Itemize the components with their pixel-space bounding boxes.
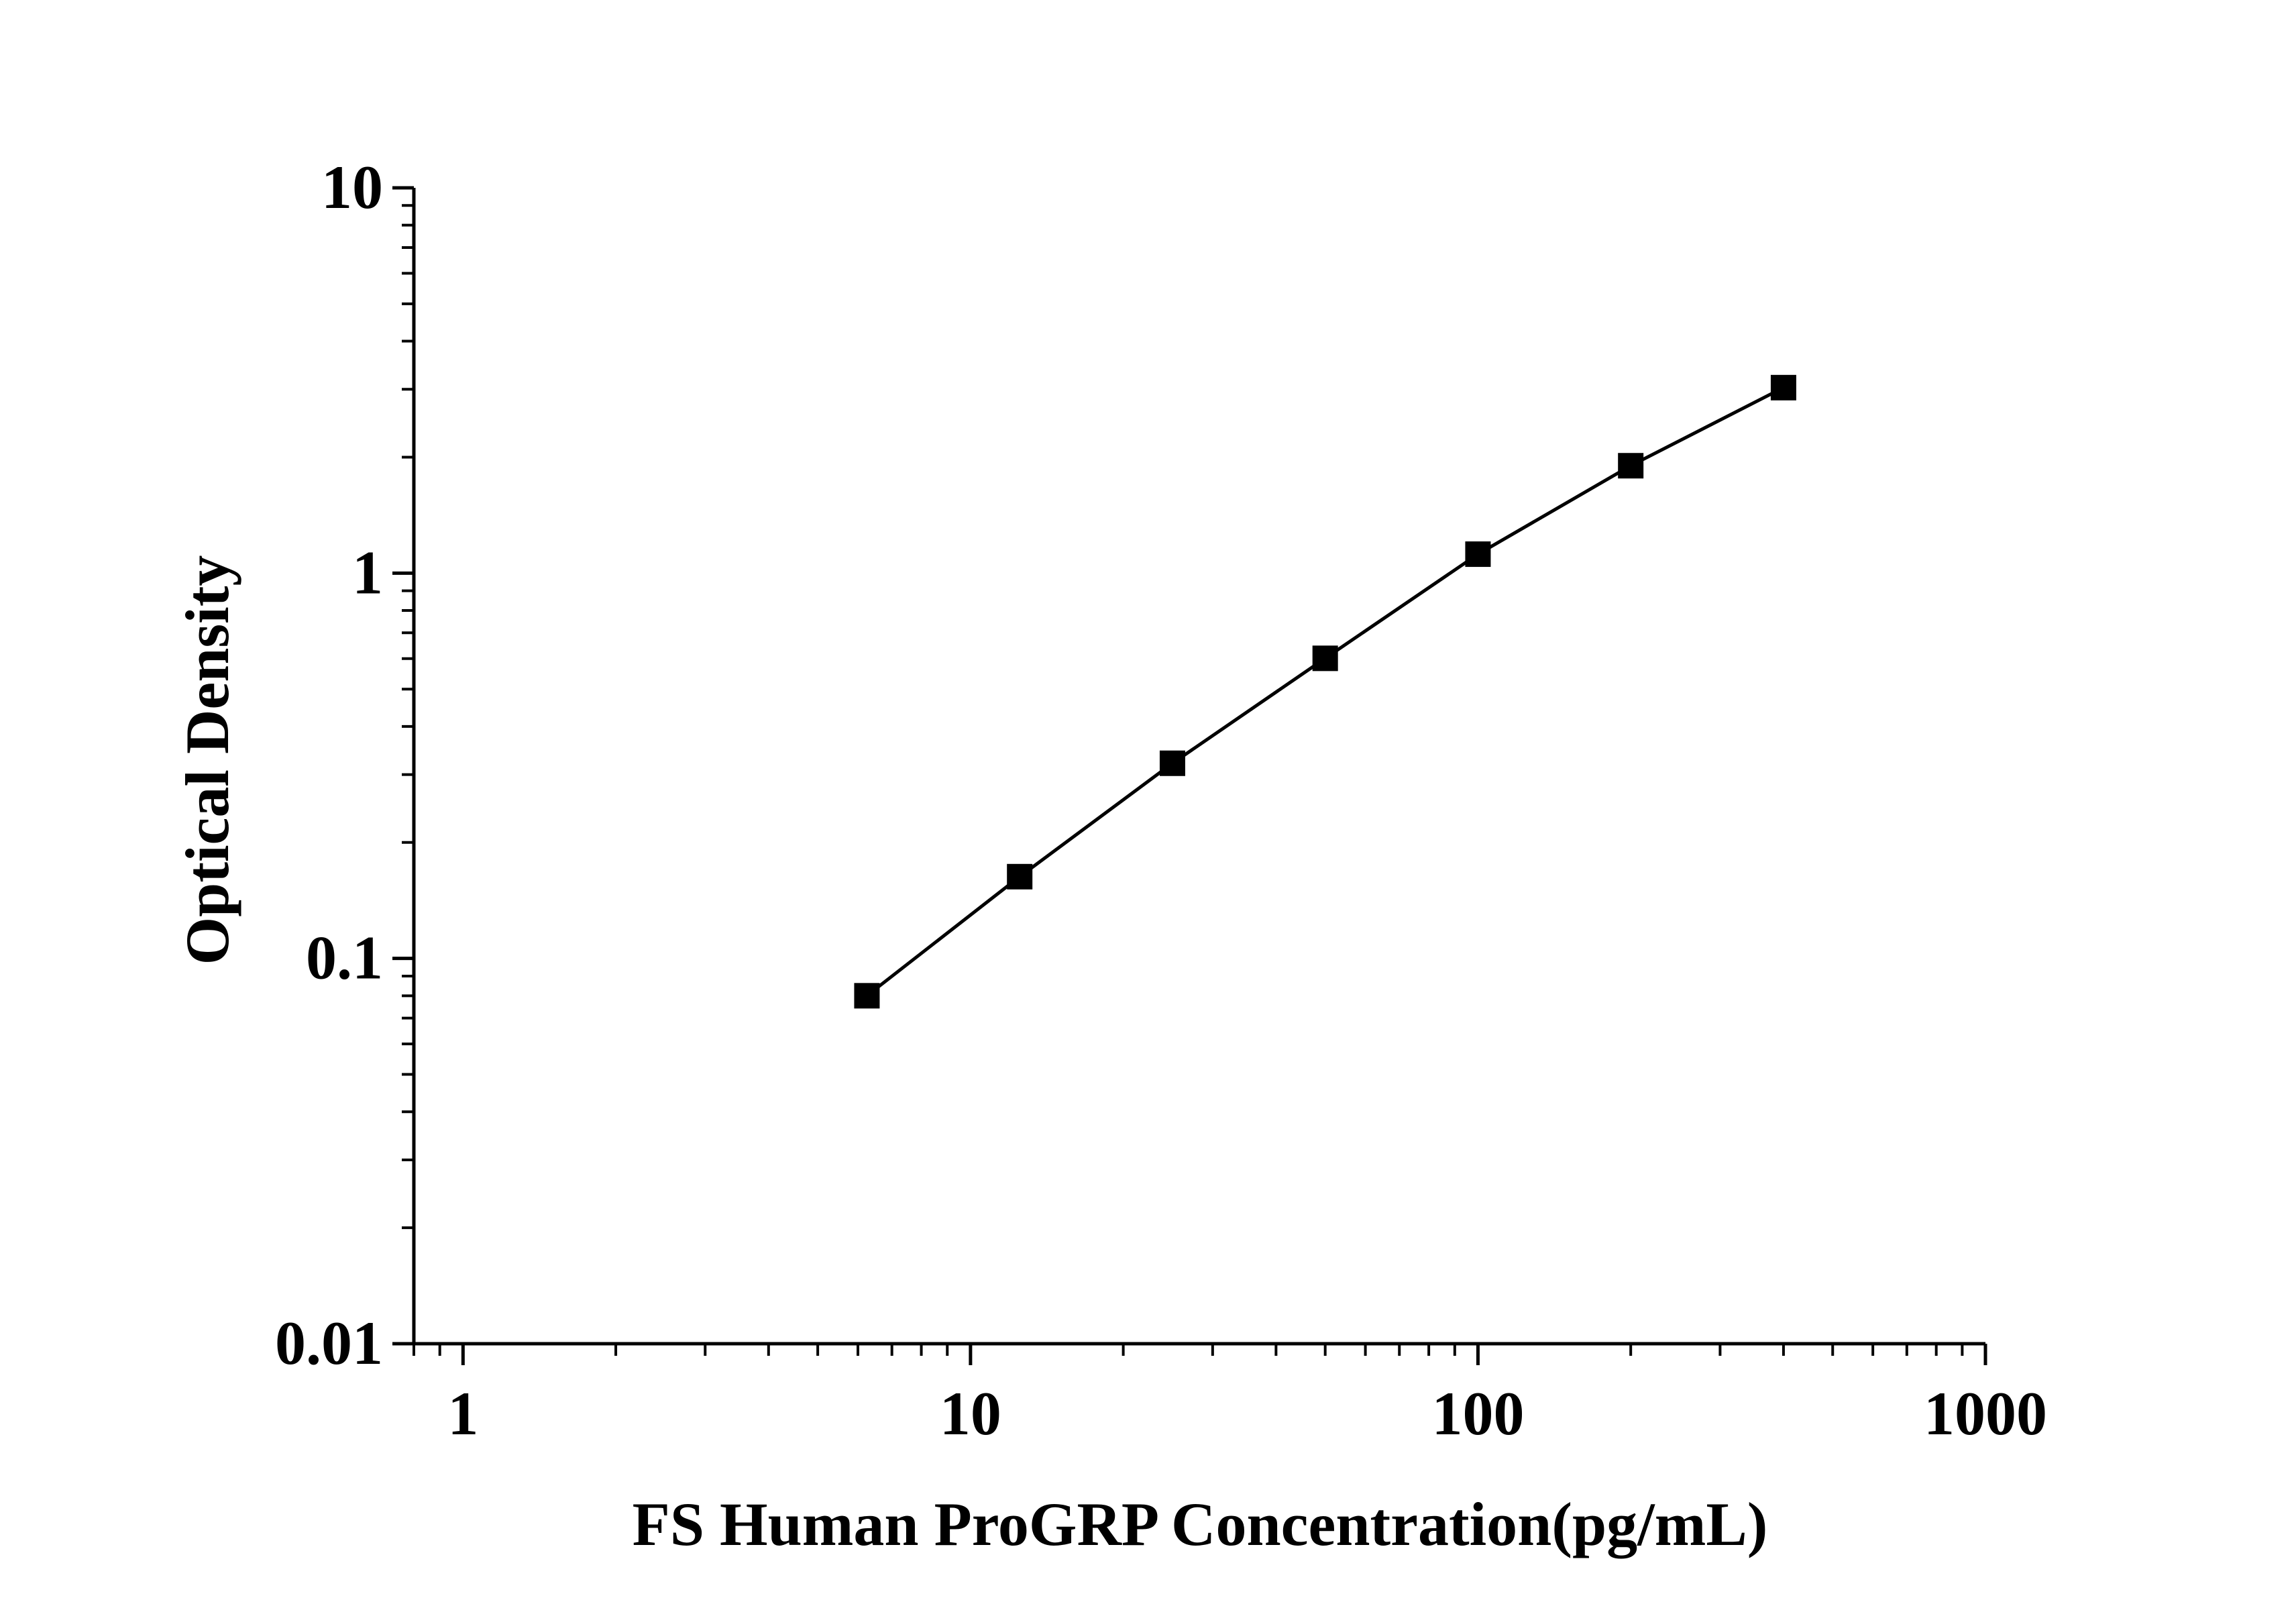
x-tick-labels: 1 10 100 1000	[447, 1379, 2047, 1448]
series-line	[865, 386, 1785, 998]
data-point-marker	[854, 983, 880, 1009]
y-tick-label: 0.01	[275, 1309, 383, 1377]
data-point-marker	[1618, 453, 1644, 479]
data-series	[854, 374, 1796, 1009]
y-axis-title: Optical Density	[173, 555, 241, 965]
data-point-marker	[1312, 645, 1338, 672]
x-tick-label: 10	[940, 1379, 1001, 1448]
y-tick-label: 0.1	[306, 924, 383, 992]
x-axis	[413, 1342, 1987, 1365]
data-point-marker	[1770, 374, 1796, 400]
data-point-marker	[1159, 750, 1185, 776]
y-tick-labels: 10 1 0.1 0.01	[275, 153, 383, 1377]
y-tick-label: 1	[352, 538, 383, 606]
y-tick-label: 10	[321, 153, 383, 221]
x-tick-label: 1	[447, 1379, 478, 1448]
x-axis-title: FS Human ProGRP Concentration(pg/mL)	[633, 1490, 1768, 1558]
data-point-marker	[1007, 863, 1033, 890]
x-tick-label: 100	[1431, 1379, 1524, 1448]
x-tick-label: 1000	[1924, 1379, 2047, 1448]
data-point-marker	[1465, 541, 1491, 568]
y-axis	[392, 186, 416, 1346]
